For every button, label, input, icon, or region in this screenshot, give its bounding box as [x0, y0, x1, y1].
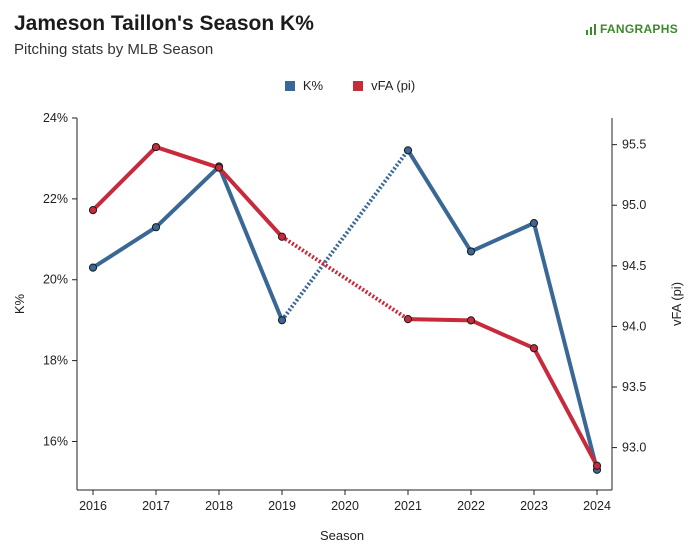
vfa-gap-segment	[280, 235, 410, 321]
x-tick-label: 2017	[142, 499, 170, 513]
x-tick-label: 2022	[457, 499, 485, 513]
vfa-line-segment	[217, 165, 284, 239]
legend-swatch-k-pct	[284, 80, 295, 91]
left-y-tick-label: 22%	[43, 192, 68, 206]
legend-item-k-pct[interactable]: K%	[284, 78, 324, 93]
x-tick-label: 2016	[79, 499, 107, 513]
x-tick-label: 2019	[268, 499, 296, 513]
left-y-tick-label: 24%	[43, 111, 68, 125]
x-axis-title: Season	[320, 528, 364, 543]
chart-title: Jameson Taillon's Season K%	[14, 12, 314, 35]
k-pct-line-segment	[406, 148, 473, 254]
left-y-tick-label: 20%	[43, 273, 68, 287]
k-pct-point	[88, 263, 98, 272]
x-tick-label: 2020	[331, 499, 359, 513]
right-y-tick-label: 93.5	[622, 380, 646, 394]
brand-name: FANGRAPHS	[599, 22, 678, 36]
right-y-tick-label: 94.5	[622, 259, 646, 273]
k-pct-line-segment	[532, 221, 599, 472]
k-pct-point	[403, 146, 413, 155]
legend-label-k-pct: K%	[302, 78, 324, 93]
bar-chart-icon	[585, 23, 596, 35]
chart-subtitle: Pitching stats by MLB Season	[14, 41, 214, 58]
vfa-point	[592, 461, 602, 470]
x-tick-label: 2018	[205, 499, 233, 513]
right-y-tick-label: 95.5	[622, 138, 646, 152]
vfa-point	[151, 142, 161, 152]
right-y-tick-label: 95.0	[622, 198, 646, 212]
vfa-line-segment	[406, 317, 473, 323]
x-tick-label: 2024	[583, 499, 611, 513]
vfa-line-segment	[469, 318, 536, 351]
left-y-tick-label: 18%	[43, 354, 68, 368]
chart-legend: K% vFA (pi)	[0, 78, 700, 93]
k-pct-line-segment	[91, 225, 158, 270]
k-pct-point	[151, 223, 161, 232]
k-pct-line-segment	[469, 221, 536, 254]
k-pct-point	[277, 316, 287, 325]
vfa-point	[403, 315, 413, 324]
legend-swatch-vfa	[353, 80, 364, 91]
fangraphs-logo: FANGRAPHS	[585, 22, 678, 36]
left-y-tick-label: 16%	[43, 434, 68, 448]
right-y-axis-title: vFA (pi)	[669, 282, 684, 326]
k-pct-line-segment	[217, 164, 284, 323]
vfa-point	[214, 163, 224, 172]
vfa-point	[277, 232, 287, 241]
legend-item-vfa[interactable]: vFA (pi)	[353, 78, 415, 93]
legend-label-vfa: vFA (pi)	[371, 78, 416, 93]
x-tick-label: 2023	[520, 499, 548, 513]
vfa-line-segment	[532, 346, 599, 468]
vfa-point	[88, 205, 98, 215]
vfa-line-segment	[154, 145, 221, 170]
vfa-point	[466, 316, 476, 325]
k-pct-gap-segment	[280, 149, 410, 322]
k-pct-point	[529, 219, 539, 228]
vfa-point	[529, 344, 539, 353]
left-y-axis-title: K%	[12, 293, 27, 314]
k-pct-point	[466, 247, 476, 256]
right-y-tick-label: 93.0	[622, 441, 646, 455]
right-y-tick-label: 94.0	[622, 319, 646, 333]
x-tick-label: 2021	[394, 499, 422, 513]
vfa-line-segment	[91, 145, 158, 213]
k-pct-line-segment	[154, 164, 221, 230]
